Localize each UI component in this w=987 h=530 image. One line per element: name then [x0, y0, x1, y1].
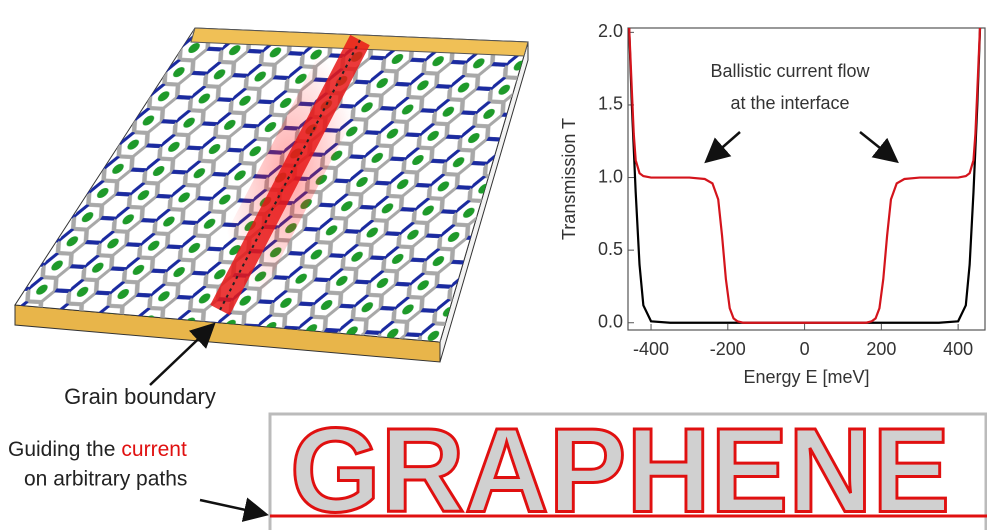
annotation-arrow: [860, 132, 895, 160]
x-tick-label: -200: [710, 339, 746, 359]
banner-line1: Guiding the: [8, 438, 115, 461]
banner-text: Guiding the current: [8, 438, 187, 461]
banner: GRAPHENE Guiding the current on arbitrary…: [8, 404, 987, 530]
illustration-label: Grain boundary: [64, 384, 216, 409]
y-tick-label: 2.0: [598, 21, 623, 41]
page: Grain boundary 0.0 0.5 1.0 1.5 2.0 -400 -200 0 2…: [0, 0, 987, 530]
annotation: Ballistic current flow: [710, 61, 870, 81]
chart: 0.0 0.5 1.0 1.5 2.0 -400 -200 0 200 400 Energy E […: [559, 18, 985, 387]
x-tick-label: 400: [943, 339, 973, 359]
y-tick-label: 1.5: [598, 94, 623, 114]
x-tick-label: 200: [866, 339, 896, 359]
annotation: at the interface: [730, 93, 849, 113]
banner-word: GRAPHENE: [290, 404, 950, 530]
figure: Grain boundary 0.0 0.5 1.0 1.5 2.0 -400 -200 0 2…: [0, 0, 987, 530]
x-tick-label: -400: [633, 339, 669, 359]
y-tick-label: 0.0: [598, 311, 623, 331]
banner-line2: on arbitrary paths: [24, 468, 187, 491]
annotation-arrow: [708, 132, 740, 160]
lattice-illustration: Grain boundary: [15, 28, 528, 409]
y-tick-label: 1.0: [598, 166, 623, 186]
x-tick-label: 0: [800, 339, 810, 359]
banner-highlight: current: [121, 438, 187, 461]
y-tick-label: 0.5: [598, 239, 623, 259]
x-axis-label: Energy E [meV]: [743, 367, 869, 387]
y-axis-label: Transmission T: [559, 118, 579, 240]
